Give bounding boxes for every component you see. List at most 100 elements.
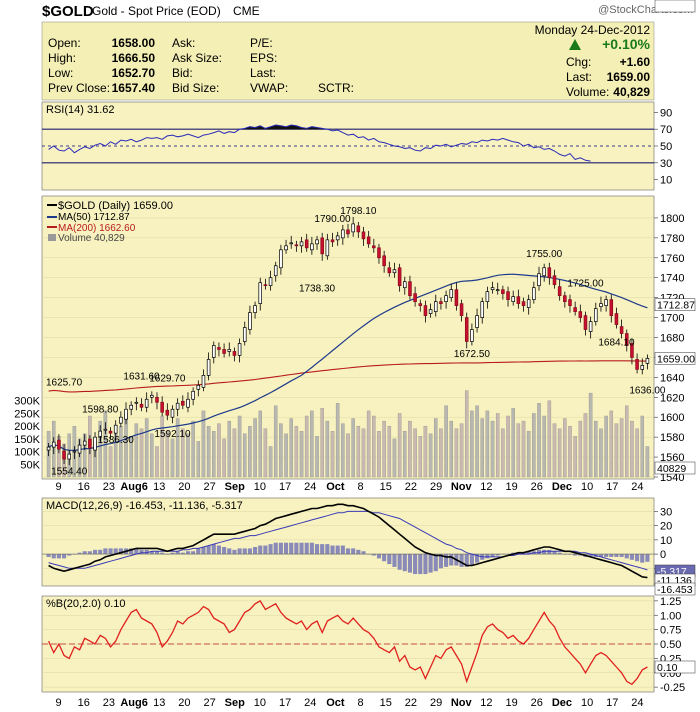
price-candle — [175, 402, 180, 410]
price-annotation: 1798.10 — [340, 206, 377, 217]
volume-bar — [268, 446, 273, 478]
volume-bar — [619, 418, 624, 478]
price-candle — [82, 440, 87, 446]
quote-box — [41, 21, 655, 101]
macd-histogram-bar — [397, 554, 402, 570]
volume-bar — [289, 418, 293, 478]
quote-label: Prev Close: — [48, 81, 110, 95]
price-candle — [119, 416, 123, 424]
x-axis-label: 20 — [178, 697, 190, 709]
price-candle — [640, 365, 645, 370]
macd-histogram-bar — [304, 542, 309, 555]
x-axis-label: Nov — [451, 697, 473, 709]
price-legend-swatch — [47, 204, 57, 206]
volume-bar — [377, 431, 381, 478]
ticker-name: Gold - Spot Price (EOD) — [92, 4, 221, 18]
x-axis-label: 29 — [430, 697, 442, 709]
price-candle — [366, 236, 371, 245]
price-axis-tick-label: 1540 — [660, 472, 684, 484]
macd-histogram-bar — [180, 552, 185, 555]
price-axis-tick-label: 1700 — [660, 313, 684, 325]
macd-histogram-bar — [247, 548, 252, 555]
macd-histogram-bar — [129, 548, 134, 555]
quote-value: 1658.00 — [112, 36, 156, 50]
price-candle — [46, 446, 51, 451]
macd-histogram-bar — [588, 554, 593, 557]
macd-histogram-bar — [154, 551, 160, 555]
macd-histogram-bar — [87, 551, 92, 555]
quote-label: Last: — [250, 66, 276, 80]
quote-label: Ask Size: — [172, 51, 222, 65]
x-axis-label: 19 — [505, 481, 517, 493]
macd-histogram-bar — [216, 545, 222, 555]
volume-bar — [196, 441, 201, 478]
macd-histogram-bar — [134, 548, 139, 555]
rsi-axis-tick-label: 70 — [660, 124, 672, 136]
quote-label: Bid Size: — [172, 81, 219, 95]
macd-histogram-bar — [222, 546, 227, 555]
volume-label: Volume: — [566, 85, 609, 99]
macd-histogram-bar — [314, 544, 320, 555]
volume-axis-label: 50K — [20, 459, 40, 471]
volume-bar — [480, 418, 484, 478]
x-axis-label: 16 — [78, 697, 90, 709]
change-label: Chg: — [566, 55, 591, 69]
price-candle — [108, 430, 113, 434]
macd-histogram-bar — [619, 554, 624, 557]
last-value: 1659.00 — [607, 70, 651, 84]
price-candle — [459, 303, 464, 316]
exchange-label: CME — [233, 4, 260, 18]
quote-value: 1657.40 — [112, 81, 156, 95]
price-annotation: 1738.30 — [299, 283, 336, 294]
price-candle — [315, 239, 319, 245]
price-candle — [521, 301, 526, 306]
volume-bar — [495, 413, 500, 478]
price-annotation: 1790.00 — [314, 214, 351, 225]
macd-axis-tick-label: 10 — [660, 535, 672, 547]
price-candle — [165, 409, 170, 416]
x-axis-label: 8 — [358, 481, 364, 493]
price-axis-tick-label: 1740 — [660, 273, 684, 285]
price-candle — [526, 299, 531, 308]
x-axis-label: 17 — [279, 481, 291, 493]
price-candle — [372, 245, 376, 249]
volume-bar — [263, 428, 268, 478]
x-axis-label: Dec — [552, 697, 572, 709]
volume-axis-label: 100K — [14, 447, 40, 459]
price-candle — [557, 286, 562, 296]
macd-histogram-bar — [268, 544, 273, 555]
price-candle — [330, 239, 335, 243]
macd-histogram-bar — [273, 542, 278, 555]
price-candle — [624, 333, 629, 346]
macd-histogram-bar — [206, 545, 211, 555]
macd-histogram-bar — [51, 554, 56, 559]
price-last-value-bg — [654, 352, 696, 365]
x-axis-label: 24 — [304, 697, 316, 709]
macd-panel — [41, 497, 655, 587]
volume-axis-label: 250K — [14, 408, 40, 420]
volume-bar — [387, 425, 392, 478]
macd-last: -16.453 — [657, 584, 693, 596]
macd-histogram-bar — [495, 554, 500, 556]
price-axis-tick-label: 1620 — [660, 392, 684, 404]
volume-bar — [382, 420, 386, 478]
macd-histogram-bar — [211, 544, 216, 555]
price-candle — [206, 359, 211, 376]
quote-label: SCTR: — [318, 81, 354, 95]
price-candle — [573, 307, 577, 312]
x-axis-label: 13 — [153, 697, 165, 709]
volume-legend-swatch — [48, 234, 56, 241]
macd-histogram-bar — [376, 554, 382, 559]
price-candle — [568, 299, 572, 306]
price-candle — [51, 441, 56, 448]
price-legend: $GOLD (Daily) 1659.00 MA(50) 1712.87 MA(… — [47, 200, 173, 244]
volume-value: 40,829 — [613, 85, 650, 99]
price-candle — [88, 438, 92, 449]
volume-bar — [464, 390, 469, 478]
price-candle — [237, 343, 242, 356]
rsi-layer: 10 30 50 70 90 31.62 — [42, 0, 696, 187]
macd-histogram-bar — [242, 548, 247, 555]
price-annotation: 1592.10 — [154, 429, 191, 440]
volume-bar — [485, 410, 490, 478]
